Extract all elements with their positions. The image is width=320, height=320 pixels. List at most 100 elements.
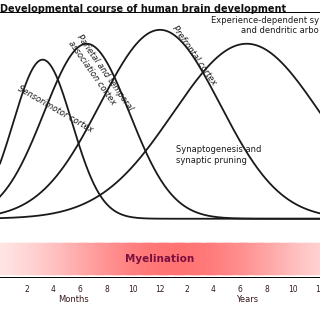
Bar <box>60 243 61 275</box>
Bar <box>209 243 211 275</box>
Bar <box>33 243 35 275</box>
Bar <box>114 243 116 275</box>
Bar <box>278 243 280 275</box>
Text: Sensorimotor cortex: Sensorimotor cortex <box>16 84 94 135</box>
Bar <box>255 243 257 275</box>
Bar <box>182 243 184 275</box>
Bar <box>213 243 215 275</box>
Bar <box>123 243 124 275</box>
Bar <box>161 243 163 275</box>
Bar <box>256 243 258 275</box>
Bar <box>62 243 64 275</box>
Bar <box>218 243 219 275</box>
Bar <box>221 243 222 275</box>
Bar <box>181 243 183 275</box>
Bar <box>241 243 243 275</box>
Bar <box>163 243 165 275</box>
Bar <box>132 243 134 275</box>
Bar <box>245 243 247 275</box>
Bar <box>266 243 267 275</box>
Text: 8: 8 <box>104 285 109 294</box>
Bar <box>66 243 68 275</box>
Bar <box>285 243 286 275</box>
Bar <box>2 243 4 275</box>
Bar <box>79 243 81 275</box>
Bar <box>46 243 48 275</box>
Bar <box>117 243 119 275</box>
Bar <box>107 243 108 275</box>
Bar <box>175 243 177 275</box>
Bar <box>82 243 84 275</box>
Bar <box>36 243 38 275</box>
Bar <box>137 243 138 275</box>
Bar <box>194 243 196 275</box>
Bar <box>53 243 55 275</box>
Bar <box>165 243 167 275</box>
Bar <box>205 243 206 275</box>
Bar <box>188 243 189 275</box>
Bar <box>261 243 263 275</box>
Bar <box>249 243 250 275</box>
Bar <box>35 243 37 275</box>
Bar <box>28 243 29 275</box>
Bar <box>141 243 142 275</box>
Bar <box>106 243 107 275</box>
Bar <box>315 243 316 275</box>
Bar <box>128 243 130 275</box>
Bar <box>31 243 33 275</box>
Bar <box>275 243 277 275</box>
Bar <box>244 243 246 275</box>
Bar <box>313 243 314 275</box>
Bar <box>44 243 45 275</box>
Bar <box>144 243 146 275</box>
Bar <box>185 243 186 275</box>
Bar <box>220 243 221 275</box>
Bar <box>283 243 284 275</box>
Bar <box>195 243 197 275</box>
Bar <box>301 243 302 275</box>
Bar <box>143 243 145 275</box>
Bar <box>12 243 13 275</box>
Text: 6: 6 <box>237 285 243 294</box>
Bar <box>171 243 172 275</box>
Bar <box>5 243 7 275</box>
Bar <box>217 243 218 275</box>
Bar <box>4 243 6 275</box>
Bar <box>289 243 291 275</box>
Bar <box>67 243 69 275</box>
Bar <box>99 243 101 275</box>
Bar <box>214 243 216 275</box>
Bar <box>225 243 227 275</box>
Bar <box>3 243 5 275</box>
Bar <box>272 243 274 275</box>
Bar <box>211 243 213 275</box>
Bar <box>198 243 200 275</box>
Bar <box>68 243 70 275</box>
Bar <box>219 243 220 275</box>
Bar <box>32 243 34 275</box>
Bar <box>186 243 187 275</box>
Bar <box>84 243 86 275</box>
Bar <box>246 243 248 275</box>
Bar <box>9 243 10 275</box>
Bar <box>113 243 115 275</box>
Bar <box>158 243 160 275</box>
Bar <box>308 243 310 275</box>
Bar <box>187 243 188 275</box>
Bar <box>54 243 56 275</box>
Bar <box>51 243 53 275</box>
Bar <box>235 243 236 275</box>
Text: Synaptogenesis and
synaptic pruning: Synaptogenesis and synaptic pruning <box>176 145 261 165</box>
Bar <box>267 243 268 275</box>
Bar <box>20 243 22 275</box>
Bar <box>18 243 20 275</box>
Bar <box>140 243 141 275</box>
Bar <box>27 243 28 275</box>
Text: 8: 8 <box>264 285 269 294</box>
Bar <box>76 243 77 275</box>
Bar <box>69 243 71 275</box>
Bar <box>288 243 290 275</box>
Bar <box>55 243 57 275</box>
Bar <box>203 243 204 275</box>
Text: 10: 10 <box>129 285 138 294</box>
